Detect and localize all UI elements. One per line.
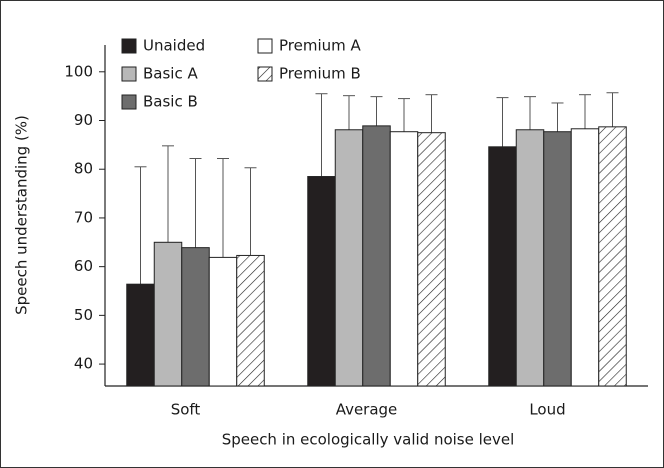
bar — [153, 241, 183, 387]
x-axis-label: Speech in ecologically valid noise level — [222, 431, 515, 449]
y-tick-label: 70 — [74, 208, 93, 226]
x-tick-label: Soft — [171, 401, 201, 419]
bar — [126, 283, 155, 387]
legend-label: Premium B — [279, 65, 361, 83]
y-tick-label: 100 — [64, 62, 93, 80]
legend-swatch — [121, 38, 137, 54]
bar — [334, 129, 364, 387]
x-tick-label: Average — [336, 401, 398, 419]
bar — [181, 247, 210, 387]
bar — [543, 131, 572, 387]
legend-swatch — [257, 66, 273, 82]
bar — [236, 254, 265, 387]
bar — [417, 132, 446, 387]
bar — [362, 125, 391, 387]
legend-swatch — [121, 66, 137, 82]
y-tick-label: 60 — [74, 257, 93, 275]
legend-label: Premium A — [279, 37, 362, 55]
x-tick-label: Loud — [529, 401, 565, 419]
legend-swatch — [121, 94, 137, 110]
legend-label: Basic B — [143, 93, 198, 111]
y-tick-label: 40 — [74, 355, 93, 373]
bar — [307, 176, 336, 387]
y-tick-label: 90 — [74, 111, 93, 129]
legend-swatch — [257, 38, 273, 54]
bar — [208, 256, 238, 387]
bar — [598, 126, 627, 387]
y-axis-label: Speech understanding (%) — [13, 115, 31, 315]
bar — [515, 129, 545, 387]
legend-label: Basic A — [143, 65, 198, 83]
bar — [389, 131, 419, 387]
y-tick-label: 80 — [74, 160, 93, 178]
bar — [570, 128, 600, 387]
bar — [488, 146, 517, 387]
y-tick-label: 50 — [74, 306, 93, 324]
legend-label: Unaided — [143, 37, 205, 55]
